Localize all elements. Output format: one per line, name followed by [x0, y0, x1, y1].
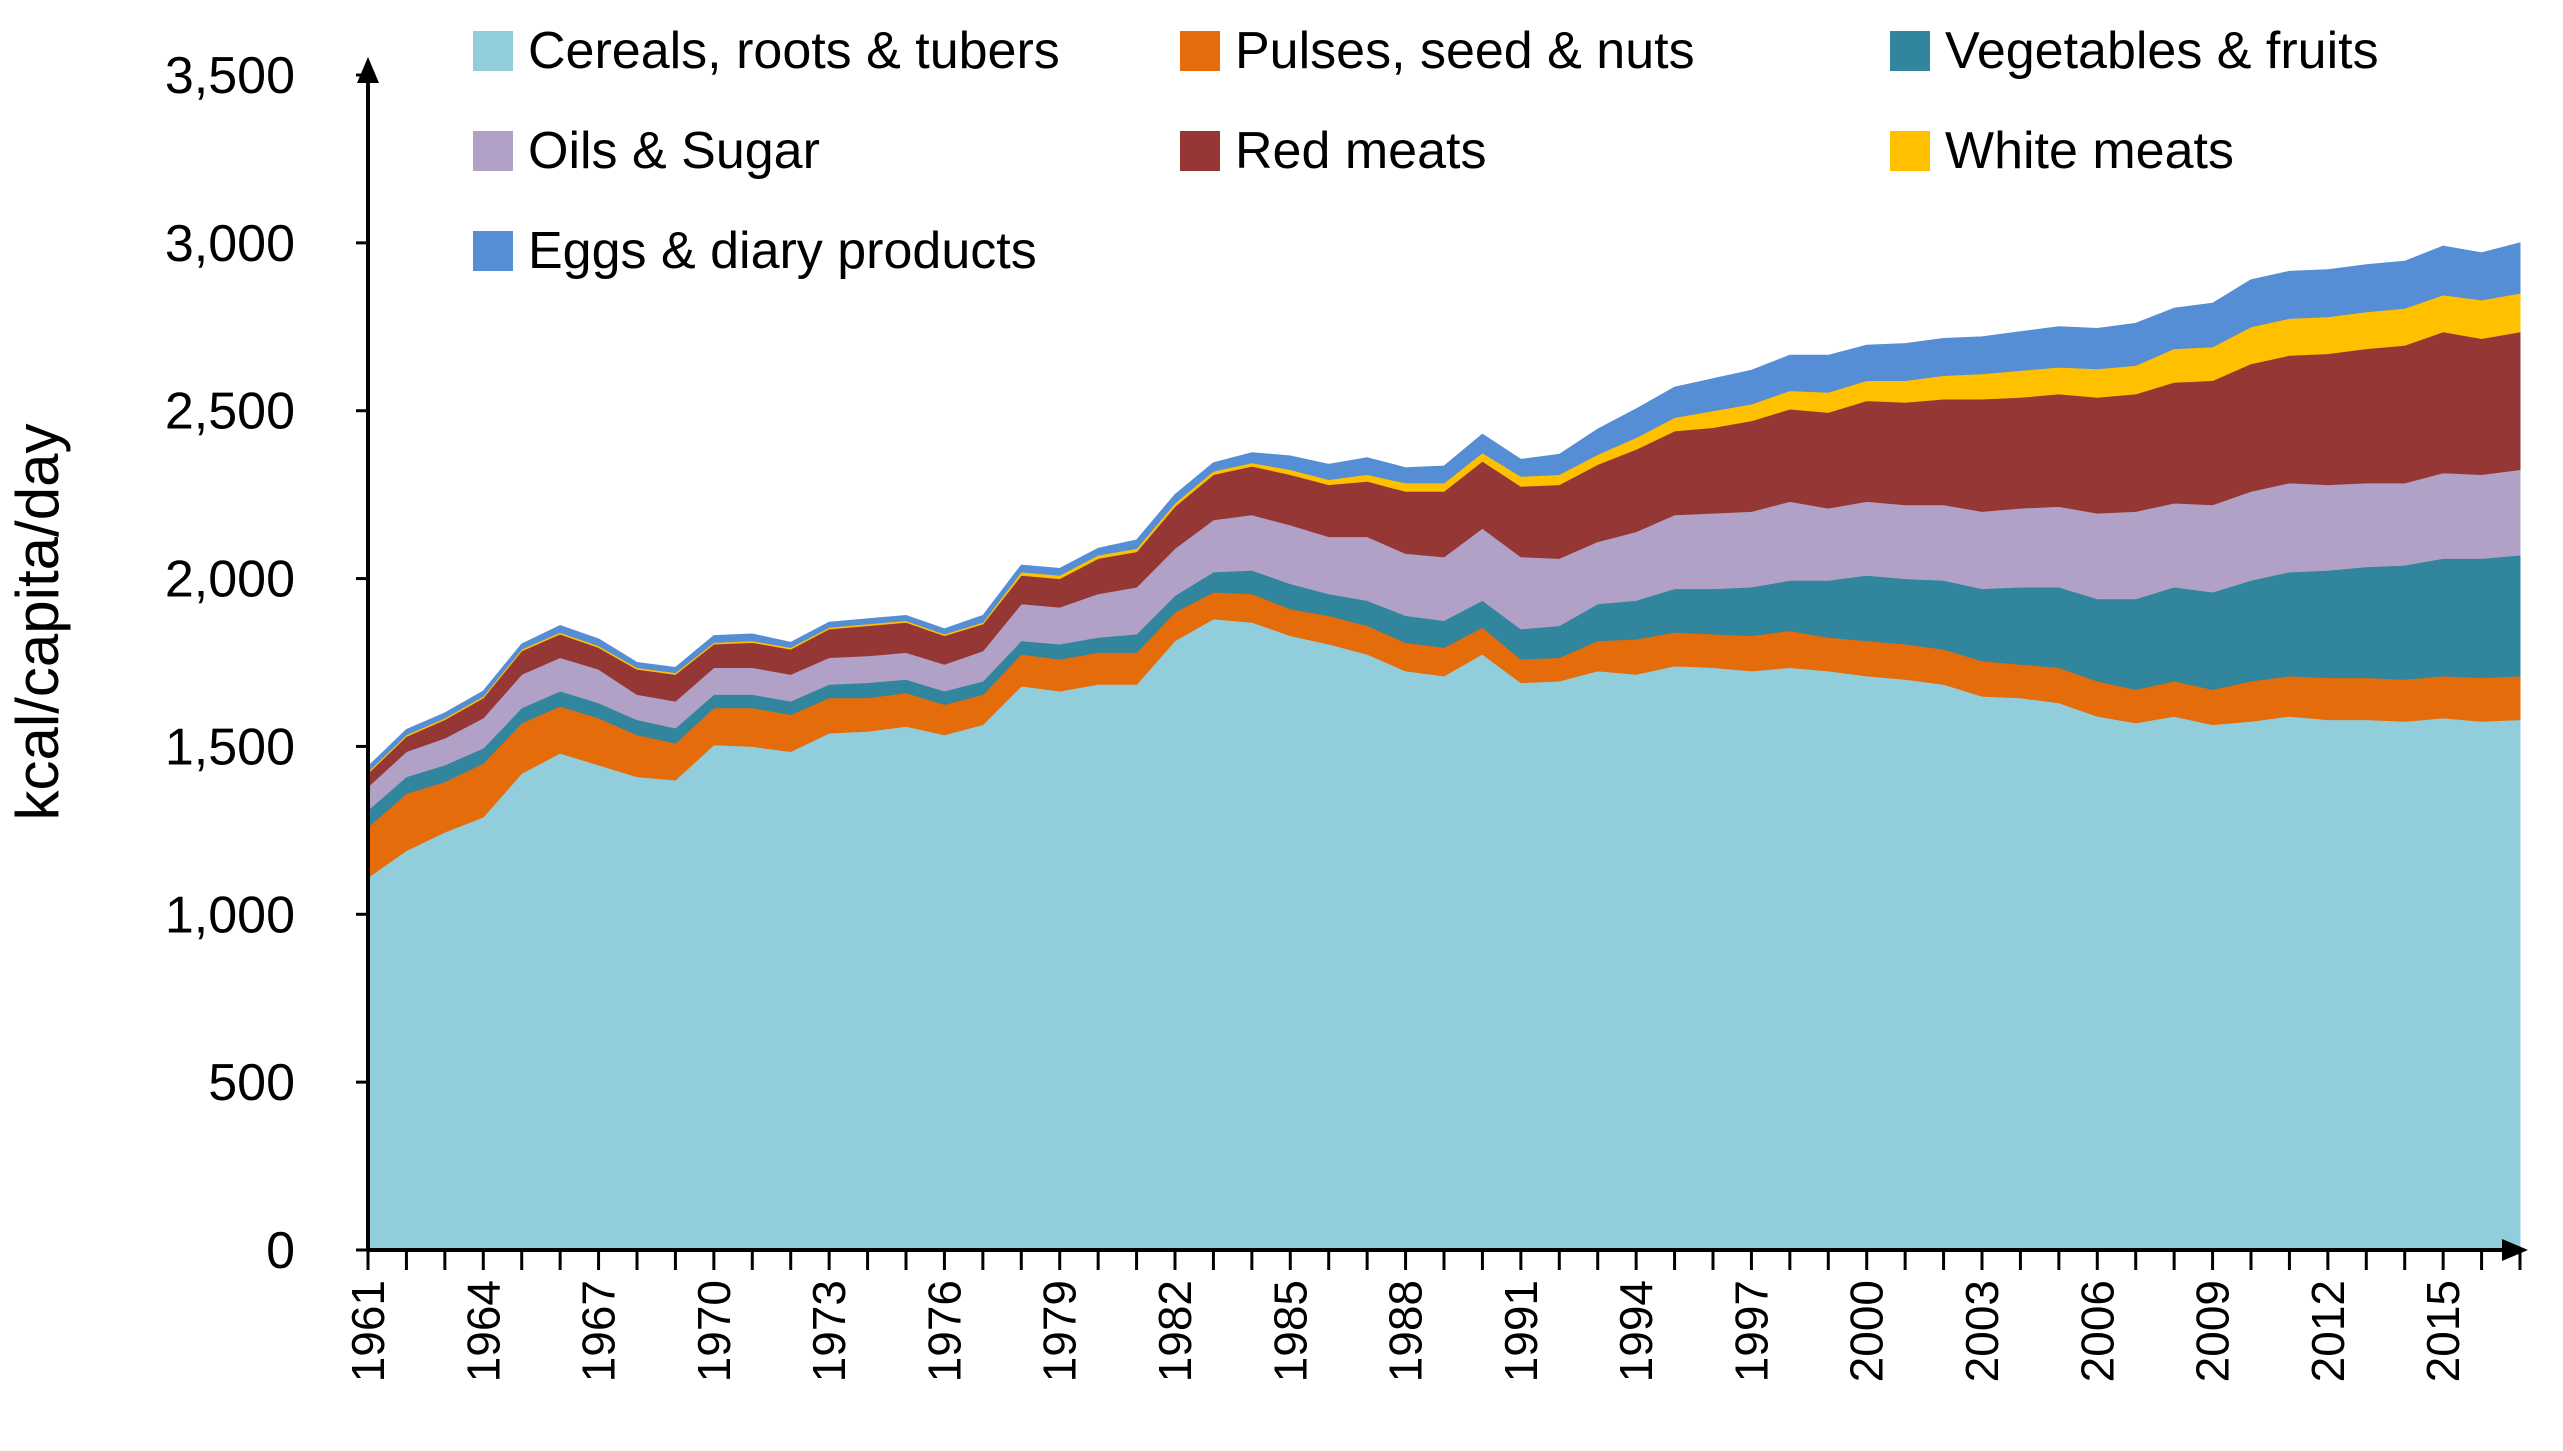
y-axis-arrow: [357, 57, 379, 83]
x-axis-ticks: 1961 1964 1967 1970 1973 1976 1979 1982 1985 1988…: [342, 1250, 2522, 1382]
y-tick-label: 2,500: [165, 383, 295, 441]
x-tick-label: 1964: [457, 1280, 509, 1382]
legend-label: Eggs & diary products: [528, 222, 1037, 280]
x-axis-arrow: [2502, 1239, 2528, 1261]
x-tick-label: 1973: [803, 1280, 855, 1382]
legend-label: White meats: [1945, 122, 2234, 180]
y-axis-title: kcal/capita/day: [4, 424, 71, 821]
area-eggs-and-diary-products: [367, 242, 2521, 773]
legend-label: Vegetables & fruits: [1945, 22, 2379, 80]
x-tick-label: 1997: [1725, 1280, 1777, 1382]
y-tick-label: 500: [208, 1054, 295, 1112]
y-tick-label: 0: [266, 1222, 295, 1280]
legend-swatch: [473, 131, 513, 171]
legend-swatch: [1180, 31, 1220, 71]
legend: Cereals, roots & tubers Pulses, seed & nu…: [473, 22, 2379, 280]
axes-group: [357, 57, 2528, 1261]
legend-label: Cereals, roots & tubers: [528, 22, 1060, 80]
x-tick-label: 1988: [1380, 1280, 1432, 1382]
legend-swatch: [1890, 131, 1930, 171]
legend-swatch: [1180, 131, 1220, 171]
y-tick-label: 1,000: [165, 886, 295, 944]
y-axis-ticks: 0 500 1,000 1,500 2,000 2,500 3,000 3,500: [165, 47, 368, 1280]
x-tick-label: 2015: [2417, 1280, 2469, 1382]
legend-label: Red meats: [1235, 122, 1486, 180]
x-tick-label: 1970: [688, 1280, 740, 1382]
x-tick-label: 2003: [1956, 1280, 2008, 1382]
x-tick-label: 2012: [2302, 1280, 2354, 1382]
y-tick-label: 2,000: [165, 551, 295, 609]
legend-item-pulses-seed-and-nuts: Pulses, seed & nuts: [1180, 22, 1695, 80]
legend-item-vegetables-and-fruits: Vegetables & fruits: [1890, 22, 2379, 80]
legend-swatch: [473, 31, 513, 71]
legend-swatch: [1890, 31, 1930, 71]
x-tick-label: 1985: [1264, 1280, 1316, 1382]
legend-item-red-meats: Red meats: [1180, 122, 1486, 180]
legend-label: Oils & Sugar: [528, 122, 820, 180]
x-tick-label: 1991: [1495, 1280, 1547, 1382]
legend-label: Pulses, seed & nuts: [1235, 22, 1695, 80]
area-series-group: [367, 242, 2521, 1251]
x-tick-label: 1976: [918, 1280, 970, 1382]
y-tick-label: 3,500: [165, 47, 295, 105]
x-tick-label: 1979: [1034, 1280, 1086, 1382]
legend-swatch: [473, 231, 513, 271]
x-tick-label: 1967: [573, 1280, 625, 1382]
y-tick-label: 1,500: [165, 718, 295, 776]
x-tick-label: 2009: [2187, 1280, 2239, 1382]
y-tick-label: 3,000: [165, 215, 295, 273]
x-tick-label: 2006: [2071, 1280, 2123, 1382]
x-tick-label: 1961: [342, 1280, 394, 1382]
x-tick-label: 1982: [1149, 1280, 1201, 1382]
legend-item-oils-and-sugar: Oils & Sugar: [473, 122, 820, 180]
legend-item-eggs-and-diary-products: Eggs & diary products: [473, 222, 1037, 280]
x-tick-label: 1994: [1610, 1280, 1662, 1382]
legend-item-cereals-roots-and-tubers: Cereals, roots & tubers: [473, 22, 1060, 80]
legend-item-white-meats: White meats: [1890, 122, 2234, 180]
x-tick-label: 2000: [1841, 1280, 1893, 1382]
